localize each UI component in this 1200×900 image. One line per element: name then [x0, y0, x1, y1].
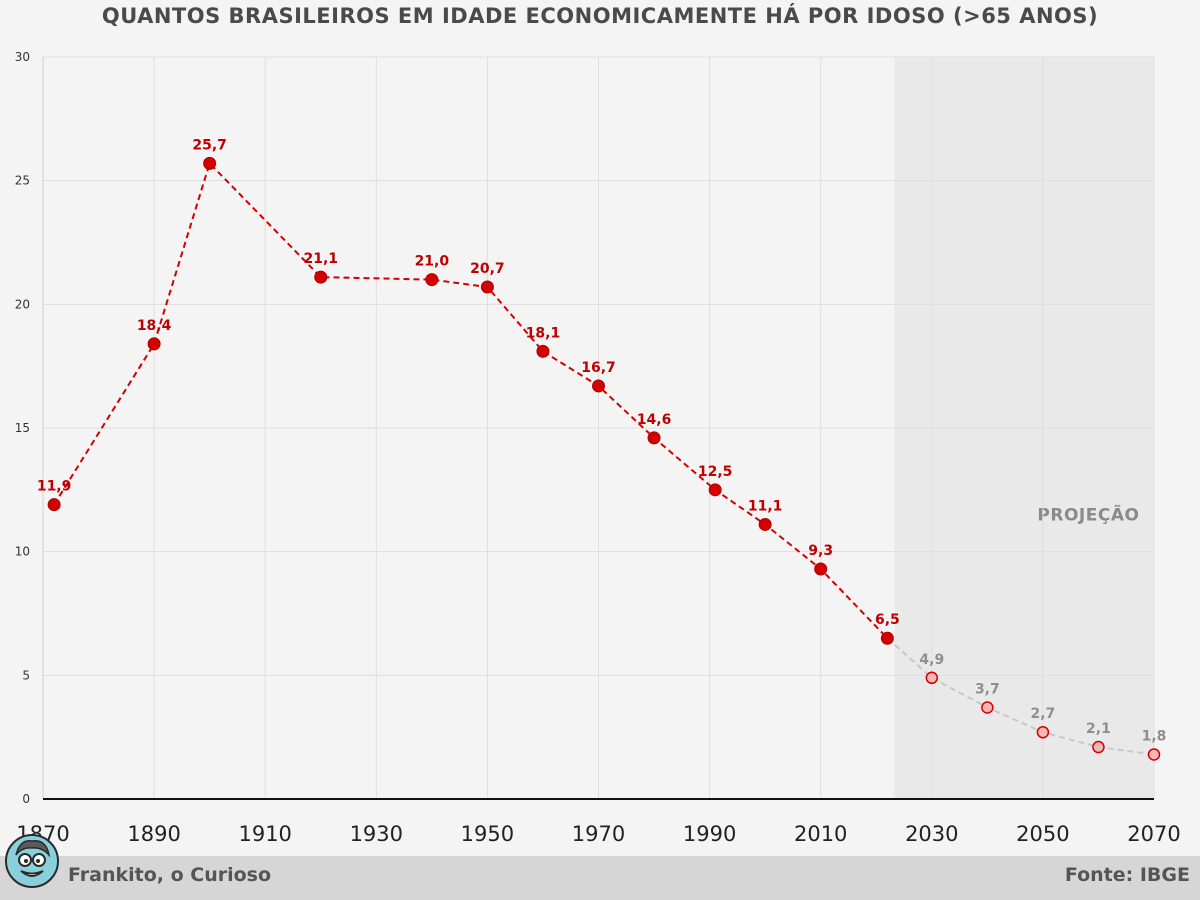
data-label-actual: 9,3: [808, 543, 833, 559]
data-point-projection: [1147, 748, 1161, 761]
x-tick-label: 1970: [572, 822, 625, 846]
data-label-actual: 6,5: [875, 612, 900, 628]
data-label-projection: 2,1: [1086, 721, 1111, 737]
footer-bar: [0, 856, 1200, 900]
data-label-projection: 3,7: [975, 681, 1000, 697]
data-label-actual: 14,6: [637, 412, 672, 428]
y-tick-label: 25: [15, 174, 30, 188]
projection-label: PROJEÇÃO: [1037, 503, 1139, 526]
data-point-actual: [425, 273, 439, 287]
y-tick-label: 20: [15, 297, 30, 311]
data-point-actual: [758, 517, 772, 531]
data-label-actual: 11,1: [748, 498, 783, 514]
author-credit: Frankito, o Curioso: [68, 864, 272, 886]
series-line-projection: [886, 637, 1155, 756]
y-tick-label: 10: [15, 545, 30, 559]
data-point-actual: [814, 562, 828, 576]
data-label-actual: 12,5: [698, 464, 733, 480]
source-credit: Fonte: IBGE: [1064, 864, 1190, 886]
x-tick-label: 1950: [461, 822, 514, 846]
x-tick-label: 2050: [1016, 822, 1069, 846]
x-tick-label: 2070: [1127, 822, 1180, 846]
data-point-actual: [592, 379, 605, 393]
cartoon-face-icon: [5, 834, 59, 888]
y-tick-label: 30: [15, 50, 30, 64]
data-point-actual: [203, 156, 217, 170]
data-label-actual: 21,0: [415, 254, 450, 270]
data-point-projection: [1092, 740, 1105, 754]
y-tick-label: 15: [15, 421, 30, 435]
data-label-projection: 2,7: [1030, 706, 1055, 722]
data-point-projection: [925, 671, 939, 685]
chart-title: QUANTOS BRASILEIROS EM IDADE ECONOMICAME…: [101, 4, 1099, 28]
data-point-projection: [1036, 725, 1050, 739]
data-point-actual: [708, 483, 722, 497]
data-point-actual: [536, 344, 550, 358]
data-label-projection: 4,9: [919, 652, 944, 668]
x-tick-label: 2030: [905, 822, 958, 846]
x-tick-label: 1910: [238, 822, 291, 846]
y-tick-label: 0: [22, 792, 30, 806]
data-point-actual: [880, 631, 894, 645]
x-tick-label: 1990: [683, 822, 736, 846]
data-label-actual: 18,1: [526, 325, 561, 341]
data-label-projection: 1,8: [1142, 728, 1167, 744]
y-tick-label: 5: [22, 668, 30, 682]
data-label-actual: 21,1: [303, 251, 338, 267]
data-point-projection: [981, 701, 994, 714]
data-point-actual: [647, 431, 661, 445]
data-point-actual: [480, 280, 494, 294]
x-tick-label: 1930: [350, 822, 403, 846]
data-label-actual: 20,7: [470, 261, 505, 277]
data-label-actual: 16,7: [581, 360, 616, 376]
x-tick-label: 2010: [794, 822, 847, 846]
data-point-actual: [314, 270, 328, 284]
data-label-actual: 11,9: [37, 479, 72, 495]
x-tick-label: 1890: [127, 822, 180, 846]
data-label-actual: 18,4: [137, 318, 172, 334]
data-point-actual: [47, 498, 61, 512]
data-point-actual: [147, 337, 161, 351]
data-label-actual: 25,7: [192, 137, 227, 153]
